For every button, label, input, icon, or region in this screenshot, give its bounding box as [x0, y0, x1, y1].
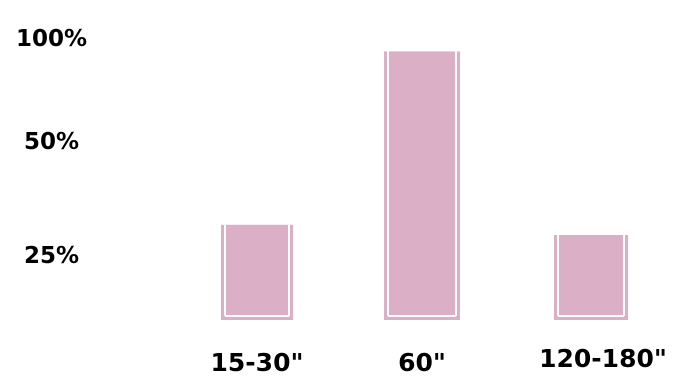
x-category-label-120-180: 120-180": [539, 344, 667, 373]
bar-rect-1: [221, 224, 293, 320]
y-tick-label-100: 100%: [16, 26, 88, 52]
bar-3: [554, 235, 628, 320]
y-tick-label-25: 25%: [24, 243, 80, 269]
x-category-label-60: 60": [398, 348, 446, 377]
bar-2: [384, 51, 460, 321]
y-tick-label-50: 50%: [24, 129, 80, 155]
x-category-label-15-30: 15-30": [210, 348, 304, 377]
bar-1: [221, 224, 293, 320]
bar-rect-3: [554, 235, 628, 320]
bar-rect-2: [384, 51, 460, 321]
